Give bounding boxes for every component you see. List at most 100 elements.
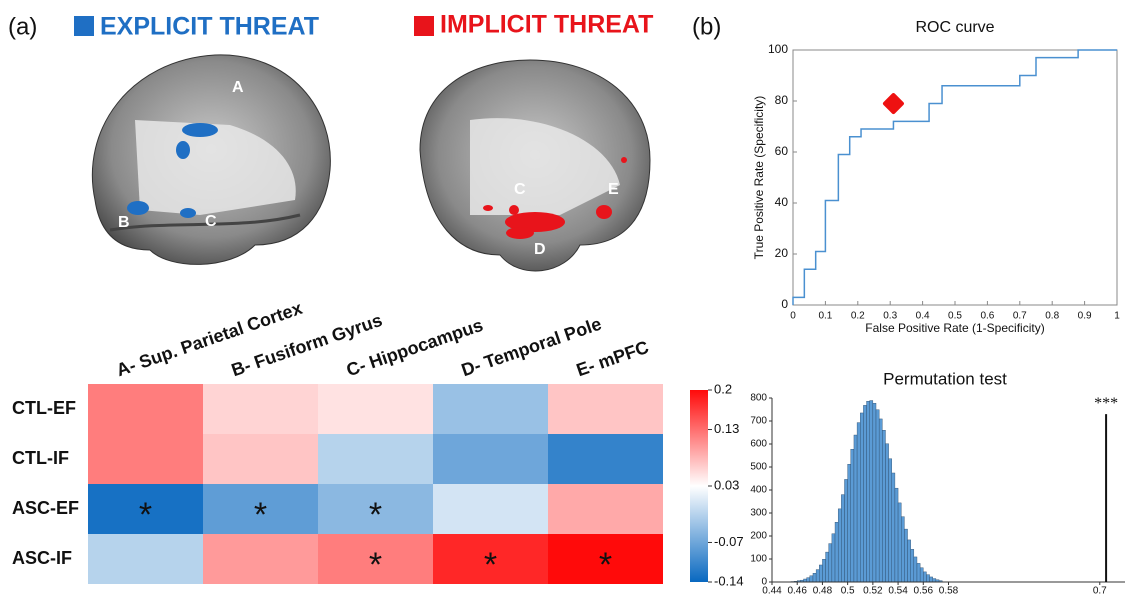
colorbar-tick-label: -0.14 <box>714 573 744 588</box>
x-tick-label: 0.2 <box>851 311 865 322</box>
x-tick-label: 0.5 <box>841 586 855 595</box>
histogram-bar <box>838 509 841 582</box>
histogram-bar <box>892 473 895 582</box>
row-label: ASC-EF <box>12 498 79 518</box>
histogram-bar <box>857 423 860 582</box>
heat-cell <box>318 434 433 484</box>
histogram-bar <box>860 413 863 582</box>
y-tick-label: 60 <box>775 144 789 158</box>
heat-cell <box>548 384 663 434</box>
legend-swatch <box>74 16 94 36</box>
y-tick-label: 20 <box>775 246 789 260</box>
y-axis-label: True Positive Rate (Specificity) <box>752 96 766 260</box>
roc-line <box>793 50 1117 305</box>
histogram-bar <box>885 444 888 582</box>
colorbar-tick-label: 0.03 <box>714 477 739 492</box>
histogram-bar <box>914 557 917 582</box>
x-tick-label: 0.56 <box>914 586 934 595</box>
x-tick-label: 1 <box>1114 311 1120 322</box>
histogram-bar <box>923 572 926 582</box>
histogram-bar <box>867 401 870 582</box>
histogram-bar <box>889 459 892 582</box>
plot-frame <box>793 50 1117 305</box>
significance-marker: * <box>484 546 497 584</box>
x-tick-label: 0.58 <box>939 586 959 595</box>
y-tick-label: 200 <box>750 531 767 542</box>
histogram-bar <box>851 449 854 582</box>
significance-marker: * <box>599 546 612 584</box>
x-tick-label: 0.9 <box>1078 311 1092 322</box>
histogram-bar <box>882 430 885 582</box>
heat-cell <box>318 384 433 434</box>
y-tick-label: 40 <box>775 195 789 209</box>
x-tick-label: 0.4 <box>916 311 930 322</box>
histogram-bar <box>926 575 929 582</box>
operating-point <box>882 92 905 115</box>
significance-marker: * <box>369 496 382 534</box>
histogram-bar <box>829 544 832 582</box>
x-tick-label: 0.52 <box>863 586 883 595</box>
colorbar-tick-label: 0.2 <box>714 381 732 396</box>
region-label: D <box>534 241 546 258</box>
colorbar <box>690 390 708 582</box>
heat-cell <box>88 384 203 434</box>
x-tick-label: 0.46 <box>787 586 807 595</box>
x-axis-label: False Positive Rate (1-Specificity) <box>865 321 1044 335</box>
histogram-bar <box>895 488 898 582</box>
x-tick-label: 0.8 <box>1045 311 1059 322</box>
heat-cell <box>548 434 663 484</box>
histogram-bar <box>819 565 822 582</box>
heat-cell <box>203 534 318 584</box>
histogram-bar <box>873 403 876 582</box>
chart-title: Permutation test <box>883 369 1007 388</box>
region-label: C <box>514 181 526 198</box>
x-tick-label: 0.54 <box>888 586 908 595</box>
histogram-bar <box>848 464 851 582</box>
histogram-bar <box>854 435 857 582</box>
histogram-bar <box>832 534 835 582</box>
histogram-bar <box>901 517 904 582</box>
panel-label: (a) <box>8 13 37 40</box>
x-tick-label: 0.48 <box>813 586 833 595</box>
heat-cell <box>88 434 203 484</box>
y-tick-label: 80 <box>775 93 789 107</box>
y-tick-label: 700 <box>750 416 767 427</box>
column-label: E- mPFC <box>574 337 651 380</box>
region-label: B <box>118 214 130 231</box>
region-label: C <box>205 213 217 230</box>
histogram-bar <box>822 559 825 582</box>
x-tick-label: 0.3 <box>883 311 897 322</box>
histogram-bar <box>844 479 847 582</box>
histogram-bar <box>898 503 901 582</box>
histogram-bar <box>813 573 816 582</box>
panel-label: (b) <box>692 13 721 40</box>
histogram-bar <box>863 405 866 582</box>
histogram-bar <box>841 495 844 582</box>
histogram-bar <box>908 540 911 582</box>
heat-cell <box>203 384 318 434</box>
row-label: CTL-IF <box>12 448 69 468</box>
heat-cell <box>548 484 663 534</box>
column-label: A- Sup. Parietal Cortex <box>114 298 305 380</box>
x-tick-label: 0.5 <box>948 311 962 322</box>
histogram-bar <box>876 410 879 582</box>
colorbar-tick-label: 0.13 <box>714 421 739 436</box>
x-tick-label: 0.6 <box>980 311 994 322</box>
heat-cell <box>88 534 203 584</box>
y-tick-label: 300 <box>750 508 767 519</box>
y-tick-label: 500 <box>750 462 767 473</box>
y-tick-label: 0 <box>781 297 788 311</box>
row-label: ASC-IF <box>12 548 72 568</box>
heat-cell <box>433 384 548 434</box>
histogram-bar <box>904 529 907 582</box>
histogram-bar <box>835 522 838 582</box>
region-label: E <box>608 181 619 198</box>
heat-cell <box>433 484 548 534</box>
significance-marker: * <box>369 546 382 584</box>
histogram-bar <box>810 576 813 582</box>
legend-label: EXPLICIT THREAT <box>100 13 319 41</box>
legend-label: IMPLICIT THREAT <box>440 11 653 39</box>
legend-swatch <box>414 16 434 36</box>
x-tick-label: 0.7 <box>1093 586 1107 595</box>
histogram-bar <box>807 578 810 582</box>
